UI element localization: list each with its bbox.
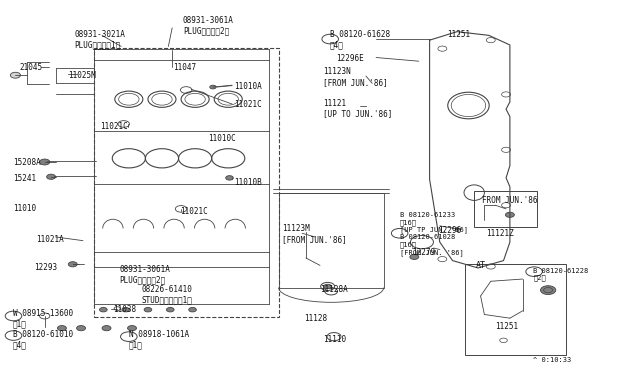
Text: B 08120-61010
（4）: B 08120-61010 （4） xyxy=(13,330,73,349)
Text: 11123N
[FROM JUN.'86]: 11123N [FROM JUN.'86] xyxy=(323,67,388,87)
Circle shape xyxy=(506,212,515,217)
Text: 15241: 15241 xyxy=(13,174,36,183)
Text: 21045: 21045 xyxy=(19,63,42,72)
Text: 11021C: 11021C xyxy=(234,100,262,109)
Circle shape xyxy=(40,159,50,165)
Text: 11123M
[FROM JUN.'86]: 11123M [FROM JUN.'86] xyxy=(282,224,346,244)
Text: 11021A: 11021A xyxy=(36,235,64,244)
Bar xyxy=(94,48,278,317)
Text: 11121
[UP TO JUN.'86]: 11121 [UP TO JUN.'86] xyxy=(323,99,392,118)
Text: 11110: 11110 xyxy=(323,335,346,344)
Text: 11010B: 11010B xyxy=(234,178,262,187)
Text: 08931-3021A
PLUGプラグ（1）: 08931-3021A PLUGプラグ（1） xyxy=(75,31,125,50)
Circle shape xyxy=(166,308,174,312)
Text: ^ 0:10:33: ^ 0:10:33 xyxy=(534,356,572,363)
Circle shape xyxy=(410,254,419,260)
Circle shape xyxy=(127,326,136,331)
Circle shape xyxy=(540,286,556,295)
Text: 11251: 11251 xyxy=(447,30,470,39)
Text: B 08120-61628
（4）: B 08120-61628 （4） xyxy=(330,31,390,50)
Text: 12296: 12296 xyxy=(438,226,461,235)
Text: N 08918-1061A
（1）: N 08918-1061A （1） xyxy=(129,330,189,349)
Circle shape xyxy=(226,176,234,180)
Text: 11038: 11038 xyxy=(113,305,136,314)
Circle shape xyxy=(100,308,107,312)
Text: 11251: 11251 xyxy=(495,322,518,331)
Text: B 08120-61228
（2）: B 08120-61228 （2） xyxy=(534,268,589,282)
Text: 12293: 12293 xyxy=(35,263,58,272)
Text: 11010C: 11010C xyxy=(209,134,236,142)
Circle shape xyxy=(144,308,152,312)
Circle shape xyxy=(324,284,332,289)
Text: 11128: 11128 xyxy=(304,314,327,323)
Text: AT: AT xyxy=(476,261,486,270)
Text: 11047: 11047 xyxy=(173,63,196,72)
Text: 11010: 11010 xyxy=(13,203,36,213)
Text: FROM JUN.'86: FROM JUN.'86 xyxy=(483,196,538,205)
Text: B 08120-61233
（16）
[UP TP JUN. '86]
B 08120-61028
（16）
[FROM JUN. '86]: B 08120-61233 （16） [UP TP JUN. '86] B 08… xyxy=(399,212,468,256)
Text: 11128A: 11128A xyxy=(320,285,348,294)
Text: 08226-61410
STUDスタッド（1）: 08226-61410 STUDスタッド（1） xyxy=(141,285,193,305)
Circle shape xyxy=(10,72,20,78)
Circle shape xyxy=(77,326,86,331)
Circle shape xyxy=(102,326,111,331)
Text: W 08915-13600
（1）: W 08915-13600 （1） xyxy=(13,309,73,328)
Circle shape xyxy=(122,308,129,312)
Text: 08931-3061A
PLUGプラグ（2）: 08931-3061A PLUGプラグ（2） xyxy=(119,265,170,284)
Text: 11021C: 11021C xyxy=(180,207,207,217)
Circle shape xyxy=(68,262,77,267)
Text: 12279: 12279 xyxy=(412,248,436,257)
Text: 11121Z: 11121Z xyxy=(486,230,513,238)
Circle shape xyxy=(189,308,196,312)
Bar xyxy=(278,193,384,288)
Circle shape xyxy=(58,326,67,331)
Text: 11021C: 11021C xyxy=(100,122,128,131)
Circle shape xyxy=(210,85,216,89)
Text: 11025M: 11025M xyxy=(68,71,96,80)
Text: 15208A: 15208A xyxy=(13,157,40,167)
Text: 12296E: 12296E xyxy=(336,54,364,63)
Circle shape xyxy=(47,174,56,179)
Bar xyxy=(474,191,537,227)
Bar xyxy=(465,263,566,355)
Text: 11010A: 11010A xyxy=(234,82,262,91)
Text: 08931-3061A
PLUGプラグ（2）: 08931-3061A PLUGプラグ（2） xyxy=(183,16,234,35)
